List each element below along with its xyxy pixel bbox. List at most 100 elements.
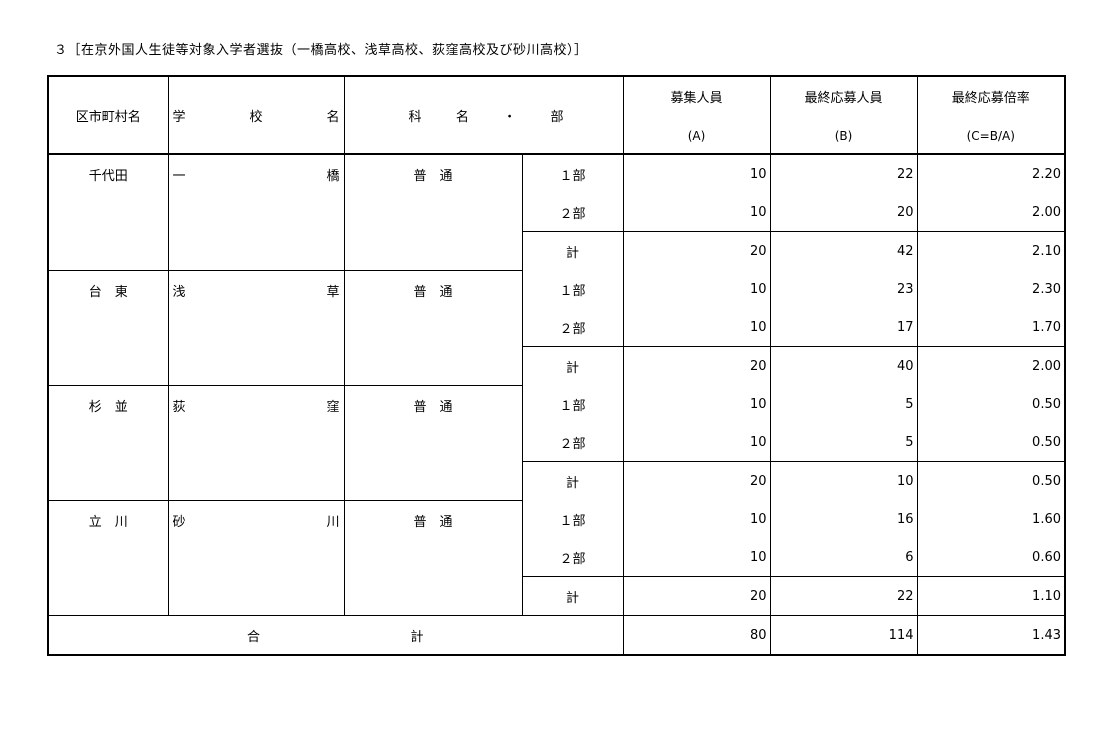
applicants-cell: 22 (769, 576, 918, 616)
applicants-cell: 40 (769, 346, 918, 385)
ward-cell: 杉 並 (47, 385, 169, 501)
header-course-char: 部 (550, 109, 564, 125)
capacity-cell: 10 (622, 270, 771, 308)
school-cell: 砂川 (167, 500, 345, 616)
capacity-cell: 10 (622, 193, 771, 232)
applicants-cell: 17 (769, 308, 918, 347)
school-name: 砂川 (172, 514, 340, 530)
applicants-cell: 6 (769, 538, 918, 577)
header-ratio: 最終応募倍率 (C=B/A) (916, 76, 1066, 155)
capacity-cell: 20 (622, 461, 771, 500)
header-row: 区市町村名 学校名 科 名 ・ 部 募集人員 (A) 最終応募人員 (B) 最終応募… (47, 76, 1066, 155)
ratio-cell: 2.20 (916, 154, 1066, 193)
header-capacity-label: 募集人員 (670, 91, 723, 106)
school-name: 浅草 (172, 284, 340, 300)
total-label-char: 合 (247, 629, 261, 645)
header-ward: 区市町村名 (47, 76, 169, 155)
table-row: ２部 10 6 0.60 (48, 538, 1066, 577)
applicants-cell: 16 (769, 500, 918, 538)
header-school-label: 学校名 (172, 109, 340, 125)
header-course: 科 名 ・ 部 (343, 76, 624, 155)
ratio-cell: 0.50 (916, 461, 1066, 500)
part-cell: １部 (521, 154, 624, 193)
table-row: ２部 10 5 0.50 (48, 423, 1066, 462)
ratio-cell: 0.60 (916, 538, 1066, 577)
total-capacity: 80 (622, 615, 771, 655)
ratio-cell: 2.10 (916, 231, 1066, 270)
ward-cell: 台 東 (47, 270, 169, 386)
applicants-cell: 10 (769, 461, 918, 500)
total-label-cell: 合計 (47, 615, 624, 655)
table-row: 計 20 42 2.10 (48, 231, 1066, 270)
total-label-char: 計 (410, 629, 424, 645)
header-ratio-sub: (C=B/A) (966, 129, 1015, 143)
part-cell: １部 (521, 270, 624, 308)
part-cell: ２部 (521, 308, 624, 347)
total-ratio: 1.43 (916, 615, 1066, 655)
course-cell: 普 通 (343, 270, 523, 386)
ratio-cell: 2.00 (916, 193, 1066, 232)
applicants-cell: 20 (769, 193, 918, 232)
table-row: 千代田 一橋普 通 １部 10 22 2.20 (47, 154, 1066, 271)
ratio-cell: 2.30 (916, 270, 1066, 308)
capacity-cell: 10 (622, 385, 771, 423)
ward-cell: 千代田 (47, 154, 169, 271)
table-row: 計 20 22 1.10 (48, 576, 1066, 616)
table-row: 杉 並荻窪普 通 １部 10 5 0.50 (47, 385, 1066, 501)
capacity-cell: 10 (622, 500, 771, 538)
applicants-cell: 5 (769, 385, 918, 423)
header-course-char: 科 (408, 109, 422, 125)
header-school: 学校名 (167, 76, 345, 155)
ratio-cell: 0.50 (916, 385, 1066, 423)
capacity-cell: 20 (622, 231, 771, 270)
header-capacity-sub: (A) (687, 129, 706, 143)
ratio-cell: 1.60 (916, 500, 1066, 538)
applicants-cell: 23 (769, 270, 918, 308)
part-cell: 計 (521, 461, 624, 500)
applicants-cell: 5 (769, 423, 918, 462)
school-cell: 浅草 (167, 270, 345, 386)
header-ratio-label: 最終応募倍率 (951, 91, 1030, 106)
part-cell: １部 (521, 385, 624, 423)
table-row: 計 20 10 0.50 (48, 461, 1066, 500)
capacity-cell: 10 (622, 308, 771, 347)
capacity-cell: 20 (622, 346, 771, 385)
table-row: 台 東浅草普 通 １部 10 23 2.30 (47, 270, 1066, 386)
total-row: 合計 80 114 1.43 (47, 615, 1066, 655)
header-applicants-sub: (B) (834, 129, 853, 143)
document-title: ３［在京外国人生徒等対象入学者選抜（一橋高校、浅草高校、荻窪高校及び砂川高校）］ (54, 43, 588, 58)
part-cell: 計 (521, 231, 624, 270)
ratio-cell: 2.00 (916, 346, 1066, 385)
ward-cell: 立 川 (47, 500, 169, 616)
total-label: 合計 (53, 626, 619, 645)
part-cell: 計 (521, 576, 624, 616)
capacity-cell: 20 (622, 576, 771, 616)
part-cell: ２部 (521, 423, 624, 462)
header-course-char: 名 (455, 109, 469, 125)
table-row: 計 20 40 2.00 (48, 346, 1066, 385)
applicants-cell: 22 (769, 154, 918, 193)
header-course-char: ・ (503, 109, 517, 125)
total-applicants: 114 (769, 615, 918, 655)
capacity-cell: 10 (622, 423, 771, 462)
school-name: 一橋 (172, 169, 340, 184)
capacity-cell: 10 (622, 154, 771, 193)
admission-results-table: 区市町村名 学校名 科 名 ・ 部 募集人員 (A) 最終応募人員 (B) 最終応募… (47, 75, 1066, 656)
part-cell: １部 (521, 500, 624, 538)
part-cell: ２部 (521, 193, 624, 232)
header-applicants: 最終応募人員 (B) (769, 76, 918, 155)
school-cell: 一橋 (167, 154, 345, 271)
part-cell: ２部 (521, 538, 624, 577)
header-capacity: 募集人員 (A) (622, 76, 771, 155)
ratio-cell: 0.50 (916, 423, 1066, 462)
capacity-cell: 10 (622, 538, 771, 577)
table-row: ２部 10 20 2.00 (48, 193, 1066, 232)
course-cell: 普 通 (343, 154, 523, 271)
ratio-cell: 1.70 (916, 308, 1066, 347)
ratio-cell: 1.10 (916, 576, 1066, 616)
course-cell: 普 通 (343, 385, 523, 501)
applicants-cell: 42 (769, 231, 918, 270)
course-cell: 普 通 (343, 500, 523, 616)
school-name: 荻窪 (172, 399, 340, 415)
part-cell: 計 (521, 346, 624, 385)
